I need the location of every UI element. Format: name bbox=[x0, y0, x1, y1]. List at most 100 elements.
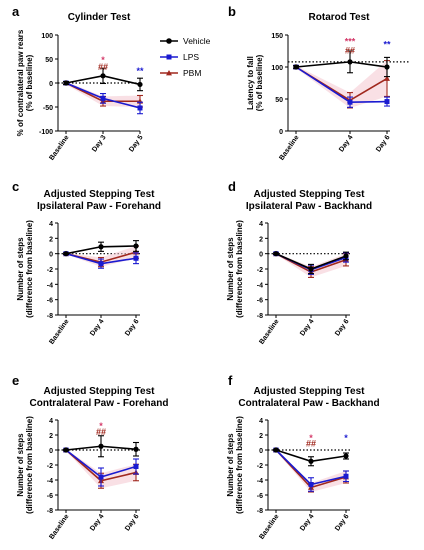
y-tick-label: -2 bbox=[257, 267, 263, 274]
y-axis-label: Number of steps bbox=[16, 433, 25, 497]
y-tick-label: 4 bbox=[259, 221, 263, 228]
series-vehicle bbox=[293, 50, 390, 78]
data-point bbox=[308, 482, 314, 487]
y-axis-label: (difference from baseline) bbox=[235, 220, 244, 318]
data-point bbox=[273, 251, 279, 257]
data-point bbox=[273, 447, 279, 453]
panel-letter: d bbox=[228, 179, 236, 194]
x-tick-label: Baseline bbox=[258, 513, 280, 541]
data-point bbox=[293, 64, 299, 70]
y-axis-label: Number of steps bbox=[16, 237, 25, 301]
data-point bbox=[133, 255, 139, 261]
panel-letter: f bbox=[228, 373, 233, 388]
y-tick-label: 4 bbox=[259, 418, 263, 425]
y-tick-label: 2 bbox=[259, 433, 263, 440]
significance-marker: ## bbox=[345, 45, 355, 55]
data-point bbox=[308, 458, 314, 464]
y-tick-label: -100 bbox=[39, 129, 53, 136]
y-tick-label: 4 bbox=[49, 418, 53, 425]
x-tick-label: Day 4 bbox=[299, 318, 316, 337]
significance-marker: * bbox=[309, 433, 313, 443]
error-band bbox=[276, 252, 346, 278]
legend-label: Vehicle bbox=[183, 36, 211, 46]
panel-letter: b bbox=[228, 4, 236, 19]
legend-label: PBM bbox=[183, 68, 201, 78]
series-vehicle bbox=[273, 251, 349, 275]
y-tick-label: -6 bbox=[47, 493, 53, 500]
data-point bbox=[384, 75, 390, 81]
x-tick-label: Day 6 bbox=[124, 318, 141, 337]
series-vehicle bbox=[63, 240, 139, 257]
significance-marker: * bbox=[344, 433, 348, 443]
chart-title: Adjusted Stepping Test bbox=[44, 386, 156, 397]
x-tick-label: Day 6 bbox=[375, 134, 392, 153]
panel-letter: a bbox=[12, 4, 20, 19]
y-tick-label: 50 bbox=[275, 97, 283, 104]
y-tick-label: 50 bbox=[45, 57, 53, 64]
y-tick-label: 2 bbox=[259, 236, 263, 243]
significance-marker: ## bbox=[306, 438, 316, 448]
y-tick-label: -2 bbox=[257, 463, 263, 470]
series-pbm bbox=[293, 60, 390, 109]
data-point bbox=[98, 261, 104, 267]
data-point bbox=[98, 244, 104, 250]
data-point bbox=[347, 59, 353, 65]
legend-marker bbox=[166, 54, 172, 60]
y-axis-label: (% of baseline) bbox=[25, 54, 34, 111]
data-point bbox=[133, 243, 139, 249]
chart-subtitle: Ipsilateral Paw - Backhand bbox=[246, 201, 372, 212]
chart-subtitle: Contralateral Paw - Forehand bbox=[30, 398, 169, 409]
y-tick-label: -6 bbox=[47, 298, 53, 305]
y-tick-label: -4 bbox=[257, 282, 263, 289]
series-vehicle bbox=[273, 447, 349, 467]
y-tick-label: -4 bbox=[47, 282, 53, 289]
legend-marker bbox=[166, 38, 172, 44]
chart-title: Rotarod Test bbox=[309, 12, 371, 23]
x-tick-label: Day 4 bbox=[338, 134, 355, 153]
panel-b: b Rotarod Test Latency to fall (% of baseli… bbox=[228, 4, 410, 162]
data-point bbox=[100, 73, 106, 79]
x-tick-label: Baseline bbox=[48, 134, 70, 162]
legend-entry-lps: LPS bbox=[160, 52, 199, 62]
chart-title: Adjusted Stepping Test bbox=[44, 189, 156, 200]
y-tick-label: -8 bbox=[47, 508, 53, 515]
y-tick-label: 0 bbox=[49, 81, 53, 88]
x-tick-label: Baseline bbox=[278, 134, 300, 162]
y-tick-label: 0 bbox=[259, 252, 263, 259]
y-tick-label: 100 bbox=[41, 33, 53, 40]
chart-subtitle: Contralateral Paw - Backhand bbox=[238, 398, 379, 409]
chart-title: Adjusted Stepping Test bbox=[254, 386, 366, 397]
y-tick-label: -50 bbox=[43, 105, 53, 112]
x-tick-label: Baseline bbox=[48, 513, 70, 541]
legend: Vehicle LPS PBM bbox=[160, 36, 211, 78]
y-axis-label: (difference from baseline) bbox=[25, 220, 34, 318]
significance-marker: * bbox=[101, 55, 105, 65]
x-tick-label: Day 6 bbox=[334, 318, 351, 337]
data-point bbox=[63, 251, 69, 257]
y-tick-label: 100 bbox=[271, 65, 283, 72]
x-tick-label: Day 4 bbox=[89, 513, 106, 532]
y-tick-label: 0 bbox=[279, 129, 283, 136]
y-axis-label: Number of steps bbox=[226, 433, 235, 497]
data-point bbox=[133, 446, 139, 452]
y-tick-label: -8 bbox=[257, 313, 263, 320]
y-tick-label: 0 bbox=[49, 252, 53, 259]
y-axis-label: % of contralateral paw rears bbox=[16, 29, 25, 136]
panel-a: a Cylinder Test % of contralateral paw rea… bbox=[12, 4, 145, 162]
data-point bbox=[98, 443, 104, 449]
data-point bbox=[137, 81, 143, 88]
panels-layer: a Cylinder Test % of contralateral paw rea… bbox=[12, 4, 410, 541]
y-tick-label: 0 bbox=[259, 448, 263, 455]
significance-marker: * bbox=[99, 421, 103, 431]
x-tick-label: Day 4 bbox=[89, 318, 106, 337]
data-point bbox=[63, 80, 69, 86]
significance-marker: ** bbox=[136, 66, 144, 76]
data-point bbox=[347, 99, 353, 105]
error-band bbox=[66, 449, 136, 489]
y-tick-label: 4 bbox=[49, 221, 53, 228]
